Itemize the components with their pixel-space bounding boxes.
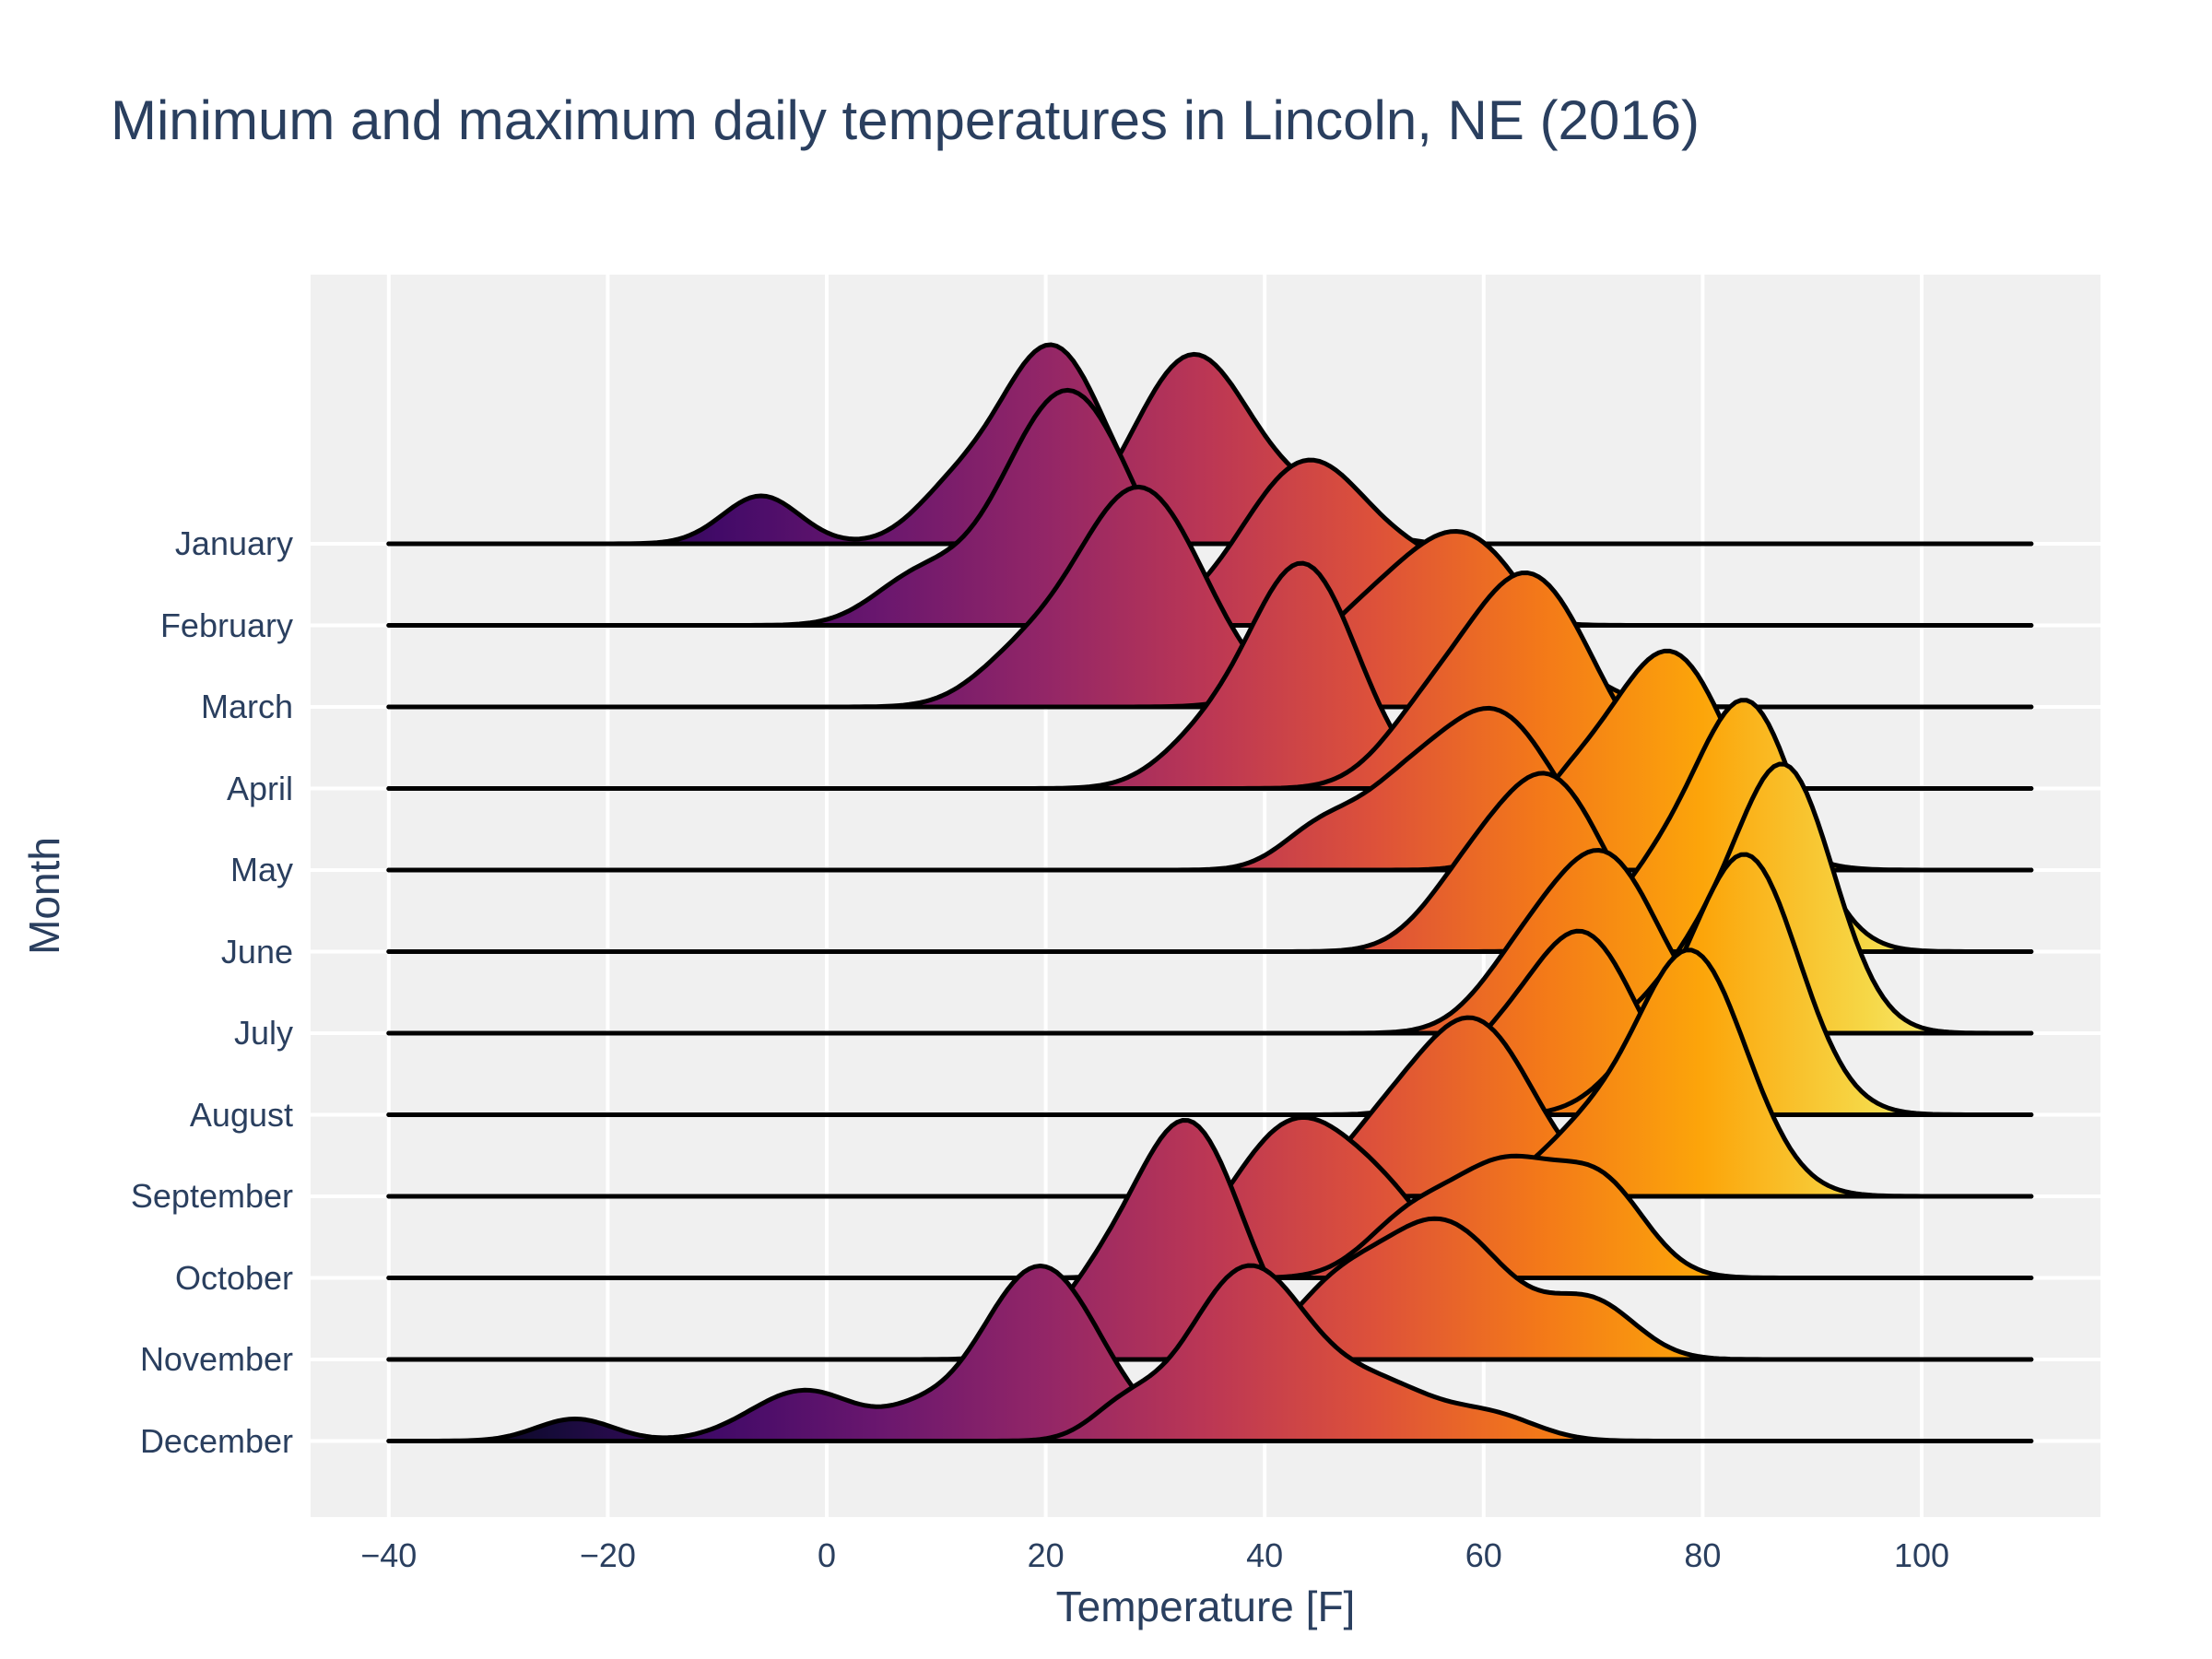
x-tick-0: 0 (817, 1536, 837, 1574)
ridge-june-max (386, 698, 2034, 954)
y-tick-september: September (130, 1177, 293, 1215)
ridge-july-max (386, 761, 2034, 1036)
y-tick-august: August (189, 1095, 293, 1134)
y-tick-march: March (200, 688, 293, 725)
x-tick-80: 80 (1684, 1536, 1722, 1574)
y-tick-november: November (139, 1340, 293, 1378)
y-axis-title: Month (20, 837, 68, 955)
x-tick-100: 100 (1893, 1536, 1950, 1574)
ridge-january-max (386, 351, 2034, 547)
x-tick-minus-40: −40 (360, 1536, 418, 1574)
y-tick-april: April (226, 769, 293, 807)
ridge-december-max (386, 1263, 2034, 1443)
y-tick-october: October (174, 1258, 293, 1297)
x-tick-minus-20: −20 (579, 1536, 636, 1574)
x-axis-title: Temperature [F] (1055, 1583, 1356, 1630)
x-tick-60: 60 (1465, 1536, 1502, 1574)
x-tick-40: 40 (1246, 1536, 1284, 1574)
chart-title: Minimum and maximum daily temperatures i… (111, 89, 1700, 151)
y-tick-december: December (139, 1421, 293, 1460)
y-tick-july: July (233, 1014, 293, 1052)
y-tick-june: June (220, 932, 293, 971)
y-tick-may: May (229, 851, 293, 888)
x-tick-20: 20 (1027, 1536, 1065, 1574)
y-tick-january: January (174, 524, 293, 562)
y-tick-february: February (159, 606, 293, 644)
